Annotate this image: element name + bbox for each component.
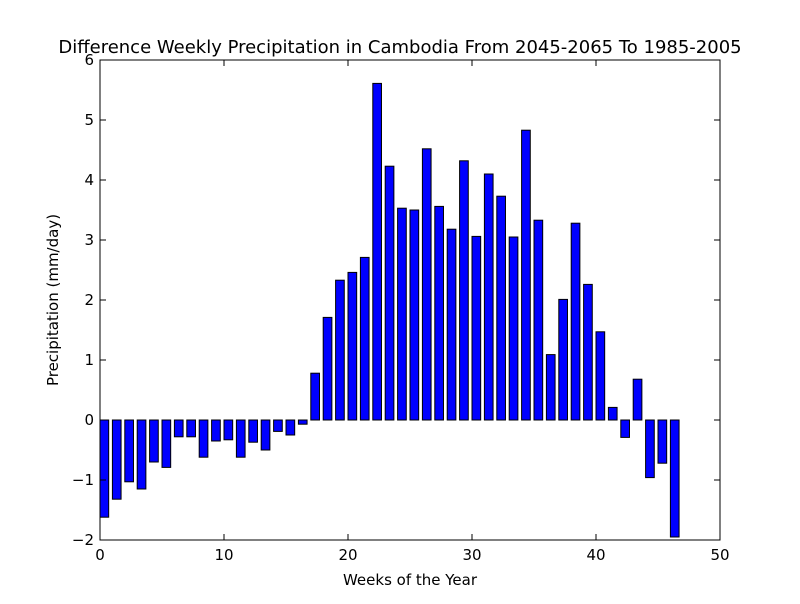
bar bbox=[223, 419, 234, 441]
bar bbox=[111, 419, 122, 500]
y-tick-label: −2 bbox=[72, 531, 94, 549]
bar bbox=[335, 279, 345, 421]
bar bbox=[558, 298, 568, 421]
x-tick-label: 10 bbox=[214, 546, 233, 564]
y-tick-label: −1 bbox=[72, 471, 94, 489]
y-tick-label: 6 bbox=[84, 51, 94, 69]
plot-frame bbox=[99, 59, 721, 541]
bar bbox=[248, 419, 258, 443]
bar bbox=[273, 419, 283, 432]
y-axis-label: Precipitation (mm/day) bbox=[44, 214, 62, 386]
bar bbox=[161, 419, 172, 468]
bar bbox=[533, 219, 544, 421]
bar bbox=[409, 209, 420, 421]
y-tick-label: 4 bbox=[84, 171, 94, 189]
bar bbox=[347, 271, 358, 421]
bar bbox=[632, 378, 643, 421]
bar bbox=[260, 419, 271, 451]
bar bbox=[496, 195, 506, 421]
ticks-group: 0 10 20 30 40 50 −2 −1 0 1 2 3 4 5 6 bbox=[72, 51, 730, 564]
bar bbox=[198, 419, 209, 458]
bar bbox=[235, 419, 246, 458]
bar bbox=[421, 148, 432, 421]
bar bbox=[483, 173, 494, 421]
bar bbox=[595, 331, 606, 421]
x-tick-label: 0 bbox=[95, 546, 105, 564]
bar bbox=[124, 419, 134, 483]
bar bbox=[136, 419, 147, 490]
bar bbox=[372, 82, 382, 421]
bar bbox=[397, 207, 407, 421]
bar bbox=[459, 160, 469, 421]
bar bbox=[471, 235, 482, 421]
bar bbox=[583, 283, 593, 421]
bar bbox=[297, 419, 308, 425]
x-tick-label: 30 bbox=[462, 546, 481, 564]
x-tick-label: 50 bbox=[710, 546, 729, 564]
bar bbox=[657, 419, 668, 464]
bar bbox=[359, 256, 370, 421]
y-tick-label: 5 bbox=[84, 111, 94, 129]
bar bbox=[620, 419, 630, 438]
bar bbox=[99, 419, 110, 518]
x-tick-label: 40 bbox=[586, 546, 605, 564]
bar bbox=[211, 419, 221, 442]
bar bbox=[521, 129, 531, 421]
y-tick-label: 2 bbox=[84, 291, 94, 309]
x-tick-label: 20 bbox=[338, 546, 357, 564]
bar bbox=[173, 419, 184, 438]
bar bbox=[508, 236, 519, 421]
bar bbox=[434, 205, 444, 421]
bar bbox=[310, 372, 320, 421]
bar bbox=[322, 316, 333, 421]
bar bbox=[645, 419, 655, 479]
chart-title: Difference Weekly Precipitation in Cambo… bbox=[58, 37, 741, 58]
bar bbox=[607, 406, 618, 421]
y-tick-label: 0 bbox=[84, 411, 94, 429]
bar bbox=[669, 419, 680, 538]
bars-group bbox=[99, 82, 680, 538]
bar bbox=[149, 419, 159, 463]
bar bbox=[384, 165, 395, 421]
y-tick-label: 3 bbox=[84, 231, 94, 249]
bar bbox=[285, 419, 296, 436]
bar bbox=[570, 222, 581, 421]
bar bbox=[545, 354, 556, 421]
y-tick-label: 1 bbox=[84, 351, 94, 369]
x-axis-label: Weeks of the Year bbox=[343, 571, 478, 589]
bar bbox=[186, 419, 196, 438]
bar bbox=[446, 228, 457, 421]
